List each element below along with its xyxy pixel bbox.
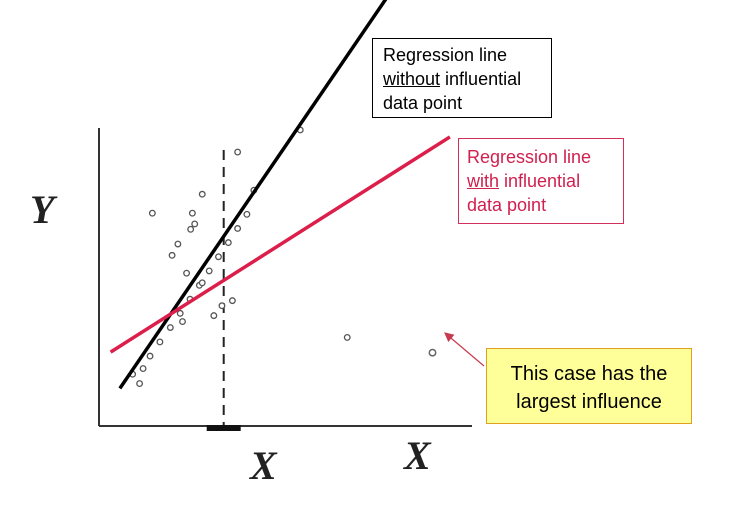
callout-without-line3: data point — [383, 93, 463, 113]
callout-without-influential: Regression line without influential data… — [372, 38, 552, 118]
data-point — [148, 209, 156, 217]
callout-arrow — [444, 332, 485, 367]
data-point — [183, 269, 191, 277]
data-point — [156, 338, 164, 346]
callout-with-line1: Regression line — [467, 147, 592, 167]
data-point — [234, 225, 242, 232]
data-point — [234, 148, 242, 156]
data-point — [174, 240, 182, 248]
data-point — [343, 333, 351, 341]
mean-x-tick-mark — [206, 425, 241, 431]
callout-largest-influence: This case has the largest influence — [486, 348, 692, 424]
y-axis-label: Y — [30, 187, 55, 232]
data-point — [179, 318, 186, 326]
data-point — [191, 220, 199, 228]
callout-with-line2: with influential — [467, 169, 623, 193]
data-point — [228, 297, 236, 305]
data-point — [198, 190, 206, 198]
data-point — [146, 352, 154, 360]
data-point — [139, 365, 147, 373]
data-point — [243, 210, 251, 218]
callout-influence-line2: largest influence — [516, 391, 662, 413]
regression-line-with — [109, 135, 451, 354]
data-point — [218, 302, 226, 310]
callout-without-keyword: without — [383, 69, 441, 89]
callout-with-keyword: with — [467, 171, 500, 191]
callout-with-line3: data point — [467, 195, 547, 215]
data-point — [198, 279, 206, 287]
data-point — [136, 380, 144, 387]
data-point — [215, 253, 222, 261]
callout-without-line1: Regression line — [383, 45, 508, 65]
influential-point — [428, 348, 437, 357]
x-mean-label: X — [250, 443, 277, 488]
data-point — [176, 309, 184, 317]
callout-with-line2-rest: influential — [499, 171, 581, 191]
data-points — [129, 126, 351, 387]
data-point — [210, 312, 218, 320]
data-point — [188, 209, 196, 217]
callout-without-line2: without influential — [383, 67, 551, 91]
data-point — [168, 251, 176, 259]
data-point — [187, 225, 195, 233]
x-axis-label: X — [404, 433, 431, 478]
callout-with-influential: Regression line with influential data po… — [458, 138, 624, 224]
data-point — [224, 239, 232, 247]
data-point — [205, 267, 213, 275]
callout-influence-line1: This case has the — [510, 363, 668, 385]
data-point — [166, 324, 174, 331]
callout-without-line2-rest: influential — [440, 69, 522, 89]
